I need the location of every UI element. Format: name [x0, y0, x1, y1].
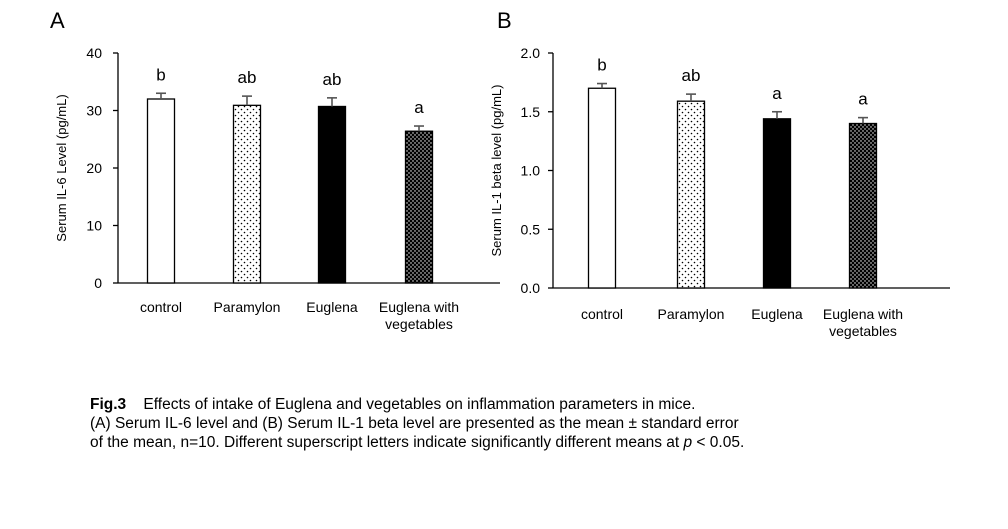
y-tick-label: 10	[86, 218, 102, 234]
y-tick-label: 0.5	[521, 221, 541, 237]
caption-p-threshold: < 0.05.	[692, 434, 745, 451]
y-tick-label: 0.0	[521, 280, 541, 296]
bar-1	[146, 98, 176, 284]
category-label: Euglena	[751, 306, 803, 322]
bar-2	[676, 100, 706, 289]
significance-letter: b	[156, 65, 165, 84]
significance-letter: ab	[238, 68, 257, 87]
significance-letter: b	[597, 56, 606, 75]
category-label: Euglena with	[379, 299, 459, 315]
y-tick-label: 0	[94, 275, 102, 291]
bar-4	[848, 122, 878, 289]
y-axis-title: Serum IL-6 Level (pg/mL)	[54, 94, 69, 241]
caption-line-3-text: of the mean, n=10. Different superscript…	[90, 434, 684, 451]
y-tick-label: 1.5	[521, 104, 541, 120]
caption-line-1: Fig.3 Effects of intake of Euglena and v…	[90, 395, 970, 414]
category-label: vegetables	[829, 323, 897, 339]
y-tick-label: 20	[86, 160, 102, 176]
bar-2	[232, 104, 262, 284]
y-tick-label: 2.0	[521, 45, 541, 61]
y-tick-label: 1.0	[521, 163, 541, 179]
caption-line-2: (A) Serum IL-6 level and (B) Serum IL-1 …	[90, 415, 739, 432]
bar-3	[317, 105, 347, 284]
panel-a-il6-chart: A 0 10 20 30 40 Serum IL-6 Level (pg/mL) b contr…	[50, 8, 500, 332]
caption-fig-label: Fig.3	[90, 396, 127, 413]
y-tick-label: 30	[86, 103, 102, 119]
panel-b-il1beta-chart: B 0.0 0.5 1.0 1.5 2.0 Serum IL-1 beta level (p…	[489, 8, 950, 339]
category-label: control	[140, 299, 182, 315]
bar-1	[587, 87, 617, 289]
category-label: Euglena with	[823, 306, 903, 322]
y-axis-title: Serum IL-1 beta level (pg/mL)	[489, 85, 504, 257]
caption-p-symbol: p	[683, 434, 693, 451]
y-tick-label: 40	[86, 45, 102, 61]
category-label: vegetables	[385, 316, 453, 332]
figure-caption: Fig.3 Effects of intake of Euglena and v…	[90, 395, 970, 452]
category-label: Paramylon	[658, 306, 725, 322]
category-label: Euglena	[306, 299, 358, 315]
panel-label: A	[50, 8, 65, 33]
significance-letter: a	[414, 98, 424, 117]
caption-line-3: of the mean, n=10. Different superscript…	[90, 433, 970, 452]
significance-letter: ab	[682, 66, 701, 85]
panel-label: B	[497, 8, 512, 33]
significance-letter: a	[772, 84, 782, 103]
bar-3	[762, 118, 792, 289]
category-label: Paramylon	[214, 299, 281, 315]
significance-letter: a	[858, 90, 868, 109]
caption-title: Effects of intake of Euglena and vegetab…	[143, 396, 696, 413]
category-label: control	[581, 306, 623, 322]
bar-4	[404, 130, 434, 284]
significance-letter: ab	[323, 70, 342, 89]
